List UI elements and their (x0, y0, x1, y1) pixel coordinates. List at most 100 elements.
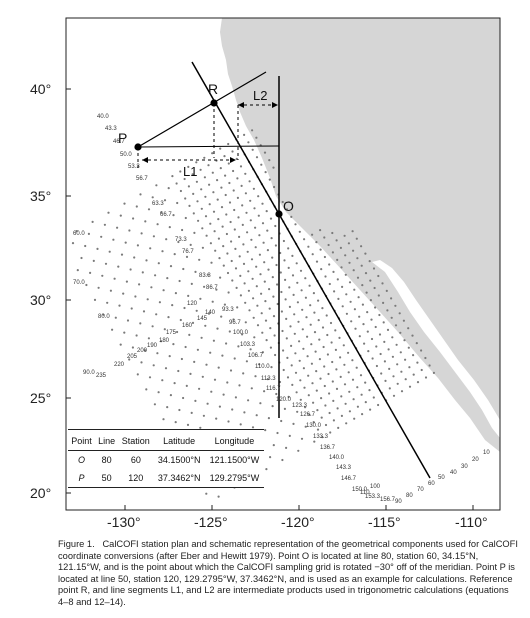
station-dot (146, 298, 149, 301)
station-dot (271, 276, 274, 279)
station-dot (318, 338, 321, 341)
station-dot (224, 193, 227, 197)
station-dot (213, 378, 217, 381)
station-dot (266, 249, 269, 252)
station-dot (168, 226, 171, 229)
latitude-axis: 40° 35° 30° 25° 20° (30, 81, 71, 501)
station-dot (272, 444, 275, 447)
station-dot (269, 217, 273, 220)
station-dot (255, 265, 258, 268)
station-dot (363, 342, 366, 345)
station-dot (323, 236, 326, 239)
grid-line-label: 66.7 (160, 212, 172, 218)
station-dot (371, 357, 374, 360)
station-dot (96, 247, 99, 250)
station-dot (424, 356, 427, 360)
station-label: 60 (428, 481, 435, 487)
grid-line-label: 53.3 (128, 164, 140, 170)
station-label: 235 (96, 373, 107, 379)
station-dot (339, 375, 342, 378)
station-dot (200, 336, 203, 339)
station-dot (217, 366, 220, 369)
station-dot (390, 297, 393, 300)
station-dot (236, 306, 239, 309)
station-dot (222, 393, 225, 396)
station-dot (287, 247, 290, 250)
station-dot (176, 330, 179, 334)
station-dot (244, 192, 247, 195)
station-dot (267, 417, 270, 420)
station-dot (227, 420, 230, 423)
station-dot (150, 286, 153, 289)
station-dot (117, 265, 120, 268)
station-dot (304, 406, 307, 409)
station-label: 100 (370, 484, 381, 490)
station-dot (330, 341, 333, 344)
station-dot (136, 373, 139, 376)
station-dot (201, 375, 204, 378)
station-dot (398, 312, 401, 315)
station-dot (266, 378, 269, 381)
station-dot (246, 250, 249, 253)
station-dot (312, 421, 315, 424)
station-dot (263, 280, 266, 283)
station-dot (348, 281, 352, 284)
station-dot (202, 414, 205, 417)
station-dot (359, 374, 363, 377)
station-dot (298, 359, 301, 362)
station-dot (334, 329, 337, 332)
station-dot (327, 372, 330, 376)
station-dot (361, 303, 364, 306)
grid-line-label: 100.0 (233, 330, 249, 336)
station-dot (269, 327, 272, 330)
station-dot (318, 358, 321, 361)
station-dot (106, 301, 109, 304)
station-dot (102, 313, 105, 316)
station-dot (351, 230, 354, 233)
station-dot (416, 381, 420, 384)
station-dot (336, 278, 339, 281)
station-dot (222, 264, 225, 267)
station-dot (304, 277, 307, 280)
station-dot (343, 383, 347, 386)
station-dot (391, 336, 394, 339)
station-dot (91, 220, 94, 223)
station-dot (370, 318, 373, 321)
station-dot (257, 214, 260, 217)
station-dot (247, 289, 250, 292)
station-dot (347, 242, 350, 245)
station-dot (101, 274, 104, 277)
station-dot (285, 317, 288, 320)
station-dot (191, 321, 195, 324)
station-dot (307, 245, 310, 248)
station-dot (157, 262, 160, 265)
station-dot (97, 286, 100, 289)
grid-line-label: 153.3 (365, 494, 381, 500)
station-dot (297, 449, 300, 452)
station-dot (231, 150, 234, 153)
station-dot (324, 423, 328, 427)
station-dot (399, 331, 402, 334)
station-dot (291, 274, 295, 277)
station-dot (155, 184, 158, 187)
station-dot (329, 321, 333, 325)
station-dot (256, 324, 260, 327)
lon-tick-label: -130° (107, 514, 141, 530)
station-dot (313, 311, 316, 314)
station-dot (372, 267, 376, 270)
station-dot (237, 345, 240, 348)
station-dot (364, 381, 367, 384)
station-dot (233, 357, 236, 360)
station-dot (305, 316, 308, 319)
station-dot (356, 386, 359, 389)
station-dot (378, 333, 382, 336)
station-dot (380, 372, 383, 375)
points-table: Point Line Station Latitude Longitude O … (68, 429, 264, 488)
station-dot (396, 363, 399, 366)
station-dot (302, 367, 305, 370)
station-dot (350, 320, 353, 323)
station-dot (187, 185, 190, 188)
station-dot (111, 328, 114, 331)
station-dot (183, 306, 186, 310)
station-dot (144, 220, 147, 223)
